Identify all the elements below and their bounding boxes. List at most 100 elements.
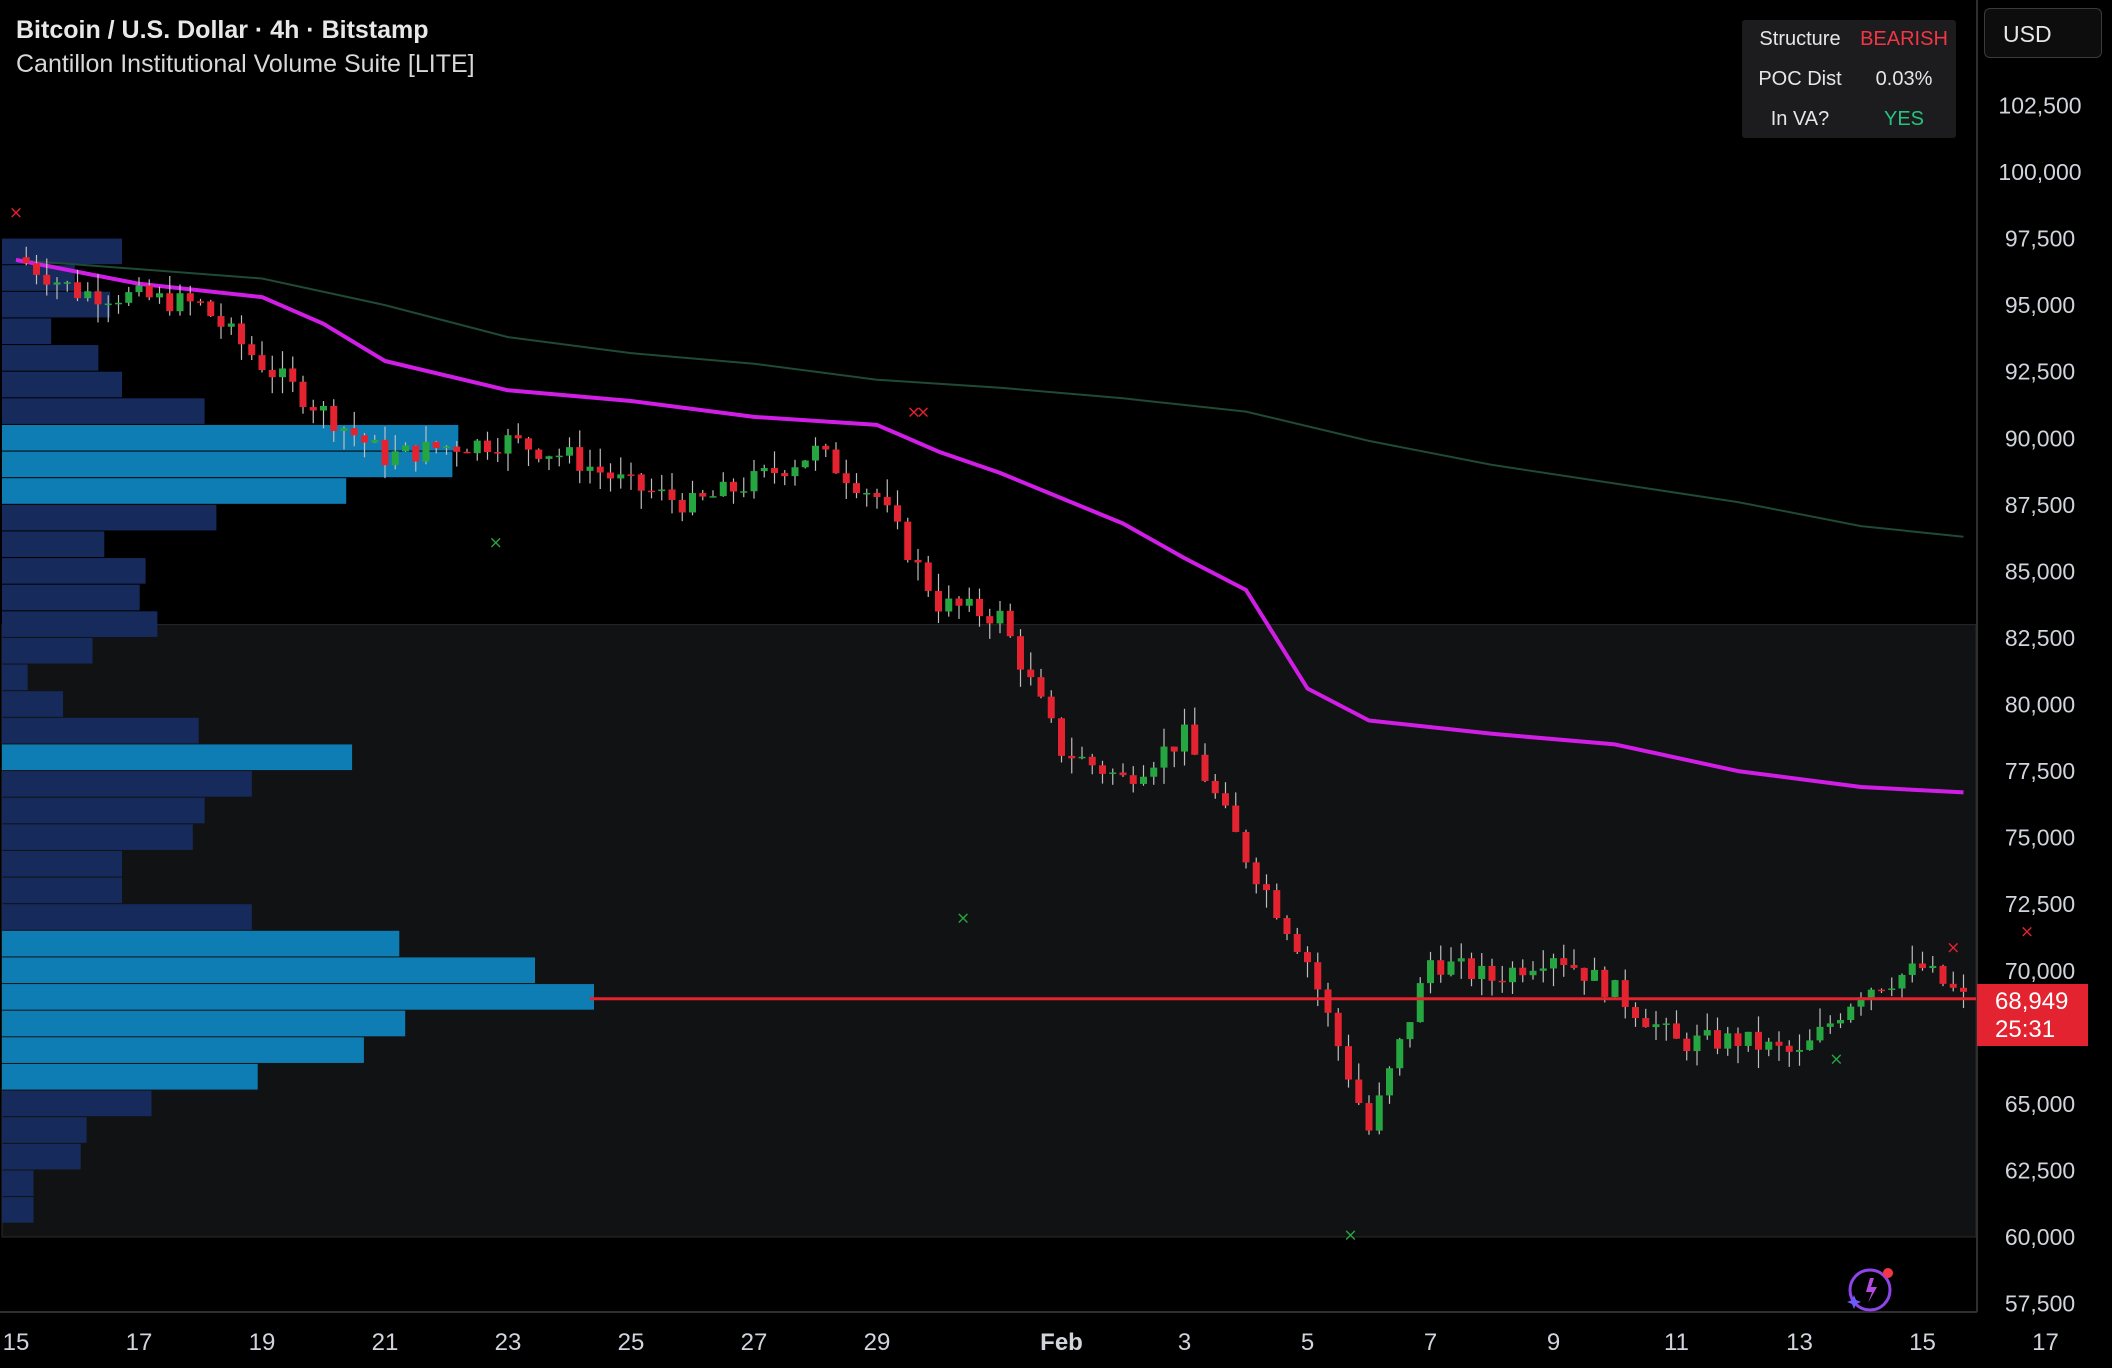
indicator-name[interactable]: Cantillon Institutional Volume Suite [LI… xyxy=(16,50,475,78)
candle-body xyxy=(1037,677,1045,697)
candle-body xyxy=(1160,746,1168,768)
candle-body xyxy=(894,505,901,522)
candle-body xyxy=(1345,1046,1352,1080)
candle-body xyxy=(1724,1033,1732,1049)
candle-body xyxy=(1017,636,1024,670)
candle-body xyxy=(33,263,40,275)
time-axis-label: 7 xyxy=(1424,1329,1437,1356)
candle-body xyxy=(1919,963,1926,969)
time-axis-label: 29 xyxy=(864,1329,891,1356)
price-axis-label: 97,500 xyxy=(2005,226,2075,252)
candle-body xyxy=(1755,1031,1762,1050)
candle-body xyxy=(1078,756,1086,759)
time-axis-label: 5 xyxy=(1301,1329,1314,1356)
candle-body xyxy=(156,293,163,298)
candle-body xyxy=(402,445,409,452)
candle-body xyxy=(1068,755,1076,759)
volume-profile-bar xyxy=(2,424,459,451)
time-axis[interactable]: 15 17 19 21 23 25 27 29 Feb 3 5 7 9 11 13 15 17 xyxy=(3,1329,2059,1356)
candle-body xyxy=(1416,983,1424,1023)
candle-body xyxy=(1519,967,1527,976)
volume-profile-bar xyxy=(2,558,146,584)
signal-x-marker: × xyxy=(9,203,23,223)
volume-profile-bar xyxy=(2,771,252,797)
candle-body xyxy=(1580,967,1588,981)
volume-profile-bar xyxy=(2,824,193,850)
candle-body xyxy=(678,499,686,513)
candle-body xyxy=(832,449,840,474)
volume-profile-bar xyxy=(2,930,400,957)
candle-body xyxy=(1211,780,1219,794)
candle-body xyxy=(1796,1049,1803,1052)
stats-panel: Structure BEARISH POC Dist 0.03% In VA? … xyxy=(1742,20,1956,138)
candle-body xyxy=(1365,1103,1373,1131)
signal-x-marker: × xyxy=(1829,1050,1843,1070)
candle-body xyxy=(1263,884,1270,891)
currency-button[interactable]: USD xyxy=(1984,8,2102,58)
volume-profile-bar xyxy=(2,1117,87,1143)
candle-body xyxy=(432,441,440,449)
candle-body xyxy=(801,460,809,468)
candle-body xyxy=(1488,965,1496,981)
price-axis-label: 95,000 xyxy=(2005,292,2075,318)
candle-body xyxy=(1857,997,1865,1007)
candle-body xyxy=(309,407,317,411)
signal-x-marker: × xyxy=(907,403,921,423)
candle-body xyxy=(473,440,481,454)
time-axis-label: 17 xyxy=(126,1329,153,1356)
candle-body xyxy=(84,291,92,299)
candle-body xyxy=(186,293,194,302)
volume-profile-bar xyxy=(2,1063,258,1090)
candle-body xyxy=(1949,983,1957,988)
stats-label: In VA? xyxy=(1770,108,1830,130)
candle-body xyxy=(1191,724,1199,755)
candle-body xyxy=(74,282,81,299)
stats-label: POC Dist xyxy=(1758,68,1842,90)
time-axis-label: 19 xyxy=(249,1329,276,1356)
volume-profile-bar xyxy=(2,1143,81,1170)
candle-body xyxy=(822,445,830,450)
stats-row-poc-dist: POC Dist 0.03% xyxy=(1742,60,1956,98)
candle-body xyxy=(1170,746,1178,752)
time-axis-label: 27 xyxy=(741,1329,768,1356)
candle-body xyxy=(545,456,553,459)
candle-body xyxy=(1642,1018,1650,1028)
price-axis-label: 85,000 xyxy=(2005,558,2075,584)
price-axis-label: 60,000 xyxy=(2005,1224,2075,1250)
stats-row-in-va: In VA? YES xyxy=(1742,100,1956,138)
candle-body xyxy=(1550,958,1557,969)
price-axis-label: 102,500 xyxy=(1998,92,2081,118)
tradingview-sparkle-icon[interactable] xyxy=(1840,1265,1900,1315)
candle-body xyxy=(883,497,891,506)
time-axis-label: 9 xyxy=(1547,1329,1560,1356)
time-axis-label: 23 xyxy=(495,1329,522,1356)
bar-countdown: 25:31 xyxy=(1995,1016,2056,1043)
candle-body xyxy=(914,559,922,563)
candle-body xyxy=(986,616,994,624)
candle-body xyxy=(1632,1007,1639,1019)
candle-body xyxy=(1673,1023,1680,1039)
volume-profile-bar xyxy=(2,345,99,371)
candle-body xyxy=(176,293,184,312)
candle-body xyxy=(391,451,399,466)
price-axis[interactable]: 102,500 100,000 97,500 95,000 92,500 90,000 87… xyxy=(1998,92,2081,1316)
candle-body xyxy=(1960,987,1967,992)
candle-body xyxy=(1714,1030,1721,1049)
candle-body xyxy=(617,474,625,479)
price-axis-label: 90,000 xyxy=(2005,425,2075,451)
volume-profile-bar xyxy=(2,451,453,478)
candle-body xyxy=(238,323,245,345)
candle-body xyxy=(299,381,307,408)
candle-body xyxy=(1621,980,1629,1008)
candle-body xyxy=(1652,1024,1660,1028)
signal-x-marker: × xyxy=(2020,922,2034,942)
volume-profile-bar xyxy=(2,584,140,611)
candle-body xyxy=(381,439,389,466)
candle-body xyxy=(197,301,204,303)
candle-body xyxy=(1662,1023,1670,1025)
candle-body xyxy=(53,282,61,285)
candle-body xyxy=(586,466,594,471)
candle-body xyxy=(648,490,655,493)
volume-profile-bar xyxy=(2,371,122,398)
